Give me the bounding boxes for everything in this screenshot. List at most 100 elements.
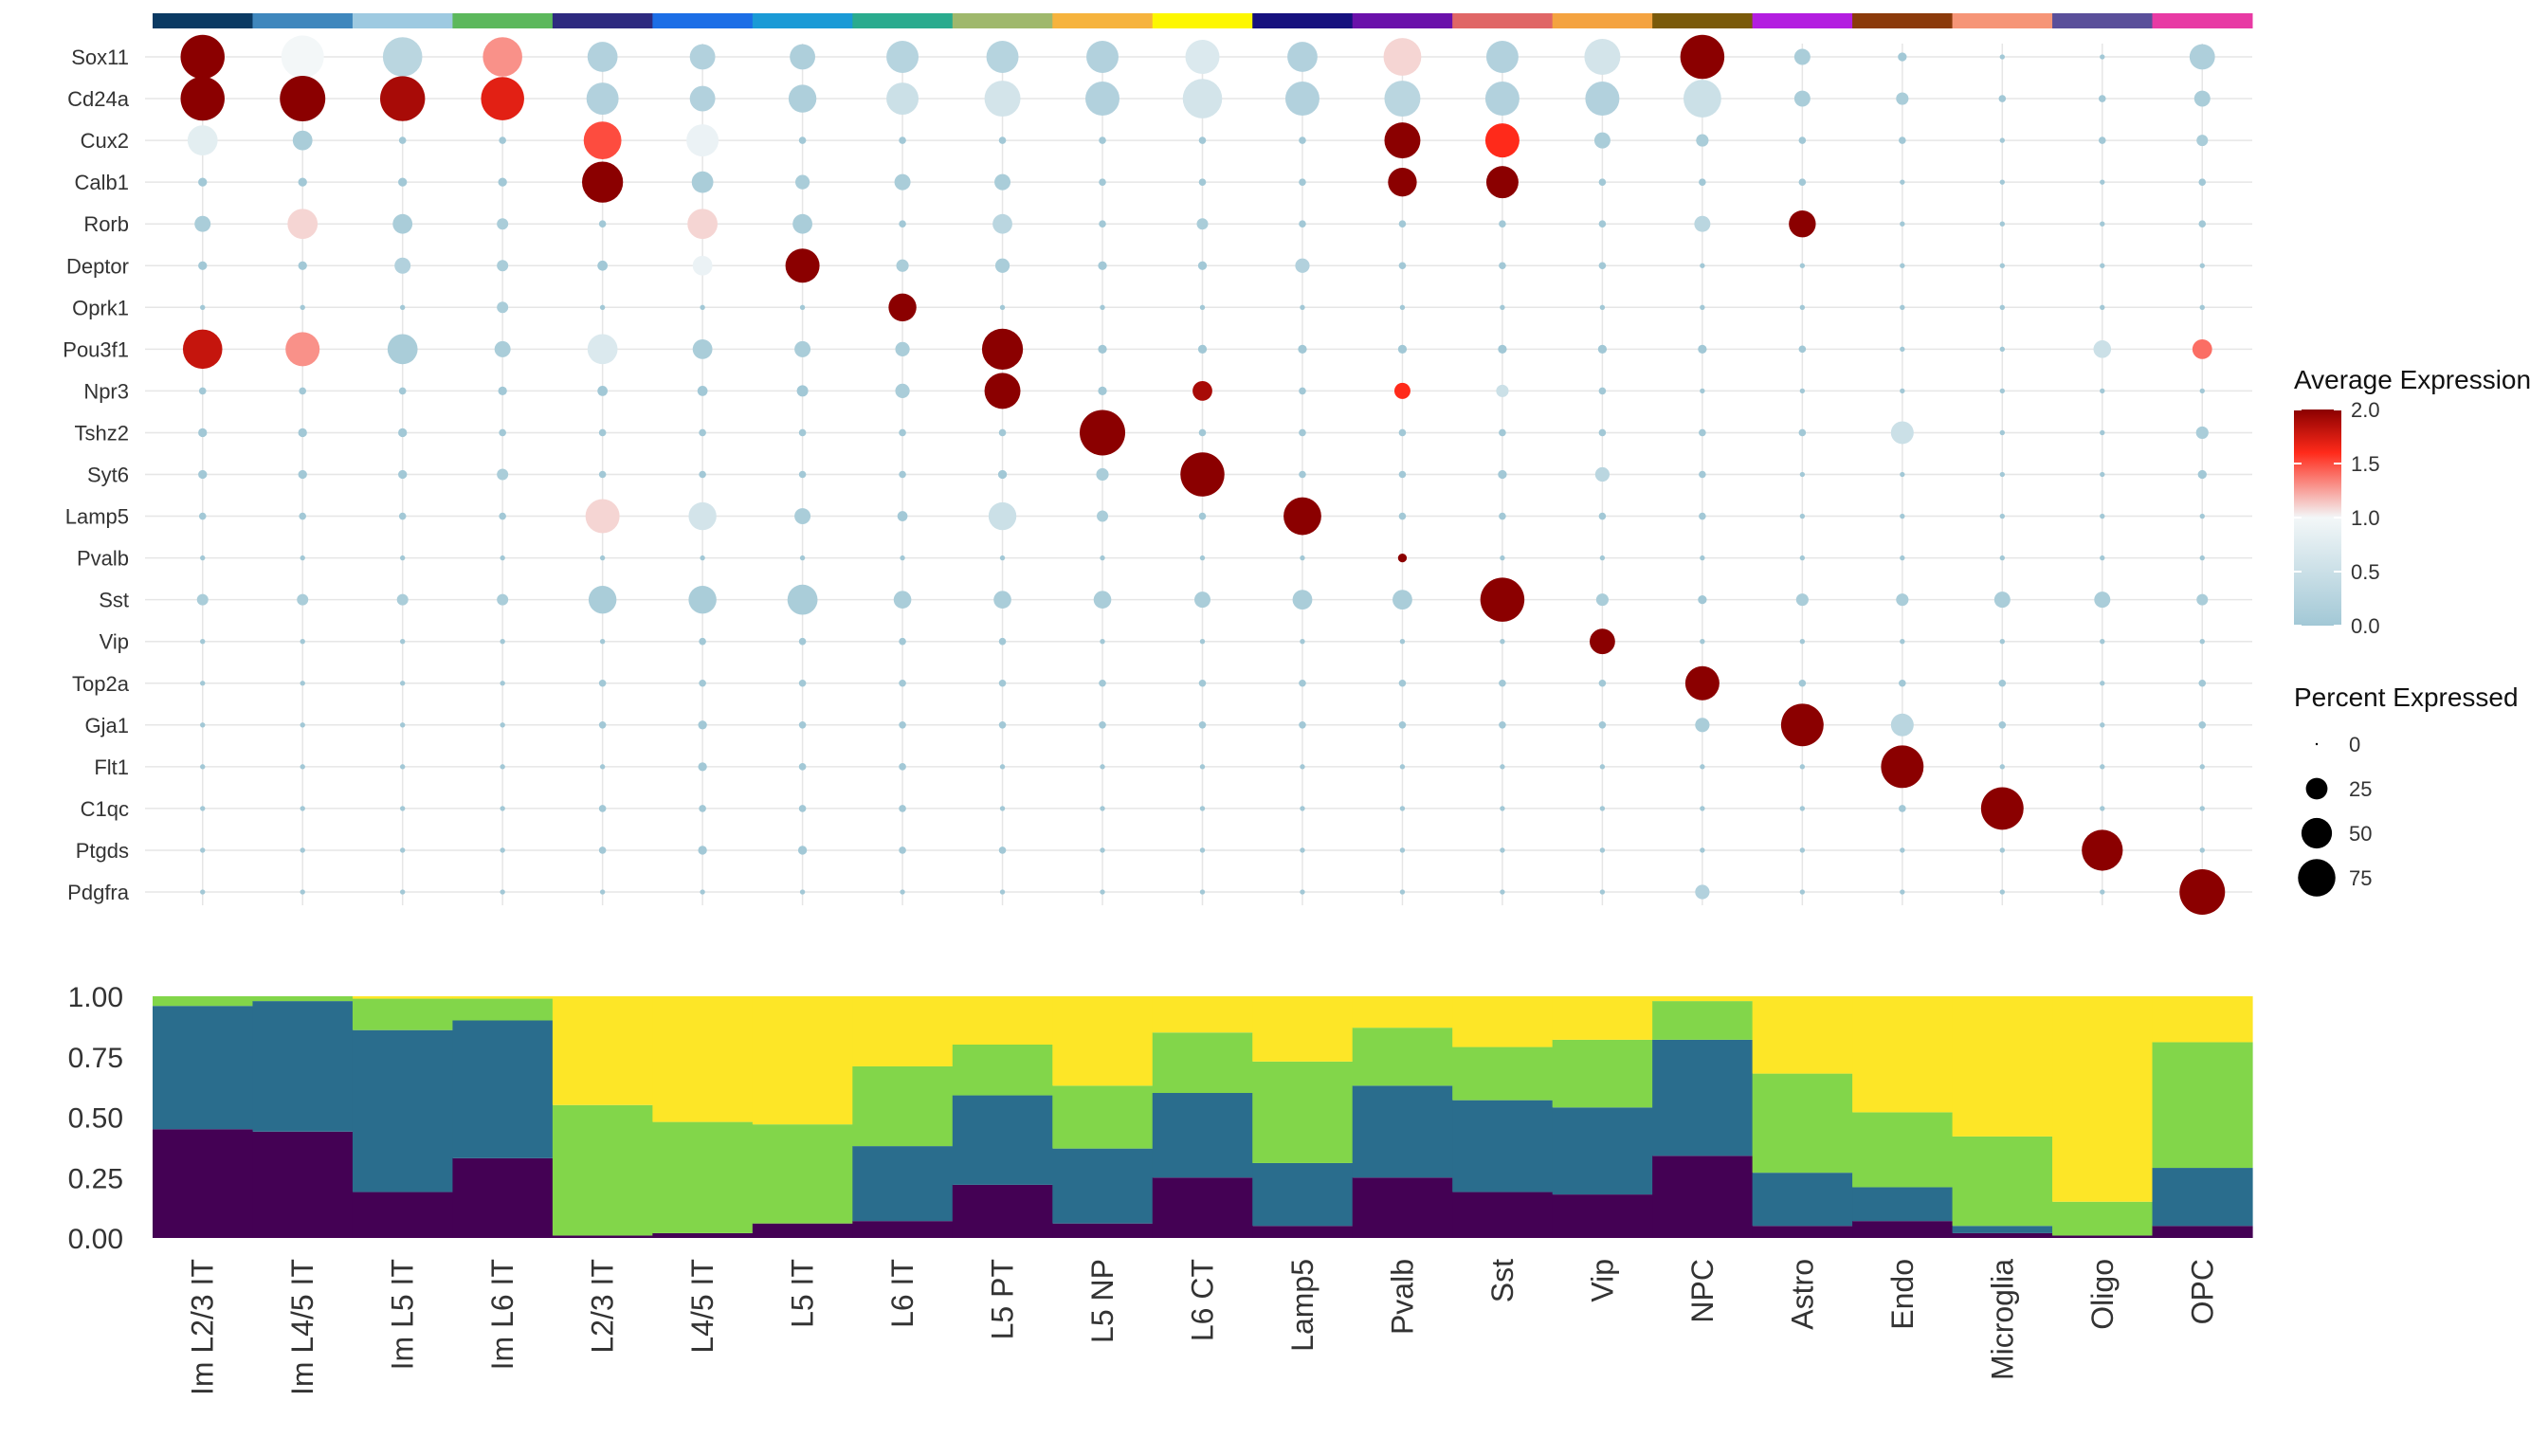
dot — [1397, 553, 1408, 563]
dot — [894, 173, 911, 191]
dot — [799, 889, 806, 895]
dot — [900, 889, 905, 895]
dot — [1299, 387, 1306, 395]
dot — [1098, 386, 1107, 396]
gene-label: Calb1 — [75, 171, 129, 194]
dot — [400, 555, 406, 561]
dot — [1998, 679, 2007, 687]
dot — [999, 764, 1006, 770]
dot — [598, 220, 607, 228]
gene-label: Ptgds — [76, 839, 129, 863]
category-label: Oligo — [2085, 1259, 2120, 1330]
dot — [287, 209, 318, 240]
dot — [180, 34, 225, 80]
gene-label: C1qc — [81, 797, 129, 821]
dot — [396, 593, 409, 606]
dot — [1499, 220, 1506, 228]
dot — [689, 44, 716, 70]
dot — [1199, 847, 1206, 853]
dot — [587, 334, 618, 365]
dot — [2100, 513, 2105, 519]
gene-label: Cd24a — [67, 87, 130, 111]
bar-segment — [1152, 1177, 1253, 1238]
dot — [1198, 136, 1207, 144]
dot — [1392, 590, 1412, 610]
dot — [400, 304, 406, 310]
dot — [1900, 304, 1905, 310]
dot — [299, 387, 307, 395]
cluster-color-block — [852, 13, 954, 28]
dot — [1100, 806, 1105, 811]
dot — [382, 37, 423, 77]
dot — [798, 763, 807, 771]
dot — [795, 174, 810, 190]
dot — [2100, 806, 2105, 811]
dot — [2192, 338, 2212, 359]
dot — [787, 584, 818, 615]
dot — [300, 304, 305, 310]
dot — [394, 257, 411, 274]
dot — [1299, 428, 1306, 437]
bar-segment — [1152, 1032, 1253, 1093]
dot — [2100, 179, 2105, 185]
dot — [1099, 136, 1106, 144]
dot — [1799, 889, 1806, 895]
dot — [2100, 889, 2105, 895]
dot — [998, 679, 1007, 687]
color-legend: Average Expression 0.0 0.5 1.0 1.5 2.0 — [2294, 365, 2531, 638]
dot — [1180, 452, 1225, 497]
dot — [598, 805, 607, 812]
dot — [1399, 639, 1406, 645]
dot — [1199, 304, 1206, 310]
color-legend-bar — [2294, 410, 2341, 626]
bar-segment — [1352, 1085, 1453, 1178]
dot — [2100, 429, 2105, 436]
dot — [1799, 304, 1806, 310]
dot — [1799, 513, 1806, 519]
gene-label: Vip — [100, 630, 129, 654]
dot — [899, 637, 906, 646]
dot — [899, 721, 906, 729]
dot — [981, 328, 1024, 370]
dot — [499, 136, 506, 144]
dot — [280, 76, 326, 122]
dot — [498, 386, 507, 396]
bar-segment — [1852, 996, 1954, 1113]
dot — [1199, 764, 1206, 770]
dot — [497, 301, 509, 314]
dot — [582, 161, 624, 203]
cluster-color-block — [1152, 13, 1253, 28]
dot — [392, 213, 413, 234]
dot — [1300, 639, 1305, 645]
dot — [198, 512, 207, 520]
dot — [888, 293, 917, 321]
bar-segment — [552, 996, 653, 1105]
size-legend-label: 75 — [2349, 866, 2372, 890]
dot — [1798, 178, 1807, 186]
dot — [398, 177, 408, 187]
dot — [499, 512, 506, 520]
dot — [2098, 136, 2106, 144]
bar-segment — [952, 1184, 1053, 1238]
dot — [198, 261, 208, 270]
color-legend-tick-label: 1.5 — [2351, 452, 2380, 476]
dot — [692, 338, 713, 359]
bar-segment — [1052, 1223, 1154, 1238]
dot — [1799, 764, 1806, 770]
dot — [1300, 806, 1305, 811]
y-tick-label: 0.50 — [68, 1103, 123, 1135]
dot — [598, 679, 607, 687]
dot — [1499, 512, 1506, 520]
gene-label: Tshz2 — [75, 421, 129, 445]
dot — [998, 846, 1007, 854]
bar-segment — [153, 996, 254, 1007]
dot — [2100, 263, 2105, 268]
dot — [1199, 889, 1206, 895]
size-legend-label: 50 — [2349, 822, 2372, 846]
category-label: Pvalb — [1385, 1259, 1419, 1335]
dot — [689, 85, 716, 112]
dot — [1700, 263, 1705, 268]
dot — [697, 386, 708, 396]
dot — [998, 637, 1007, 646]
bar-segment — [852, 996, 954, 1066]
